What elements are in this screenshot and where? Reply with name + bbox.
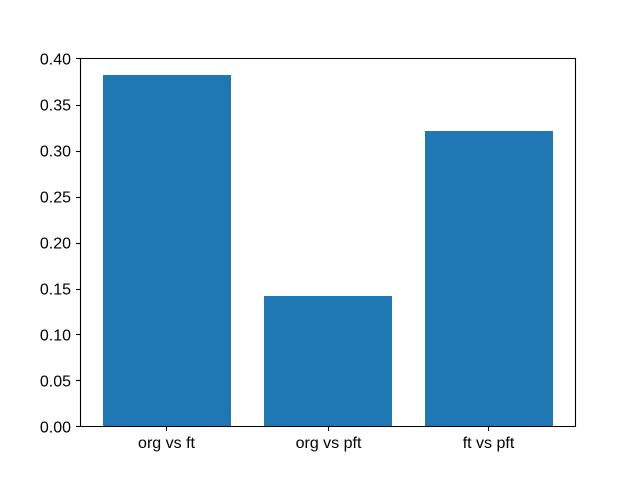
svg-text:0.20: 0.20 bbox=[40, 236, 71, 253]
svg-text:org vs ft: org vs ft bbox=[138, 435, 195, 452]
svg-text:0.30: 0.30 bbox=[40, 144, 71, 161]
svg-text:0.25: 0.25 bbox=[40, 190, 71, 207]
svg-text:0.05: 0.05 bbox=[40, 374, 71, 391]
svg-text:ft vs pft: ft vs pft bbox=[463, 435, 515, 452]
svg-text:0.40: 0.40 bbox=[40, 52, 71, 69]
svg-text:0.00: 0.00 bbox=[40, 420, 71, 437]
svg-text:0.10: 0.10 bbox=[40, 328, 71, 345]
svg-text:0.15: 0.15 bbox=[40, 282, 71, 299]
svg-text:org vs pft: org vs pft bbox=[296, 435, 362, 452]
svg-text:0.35: 0.35 bbox=[40, 98, 71, 115]
